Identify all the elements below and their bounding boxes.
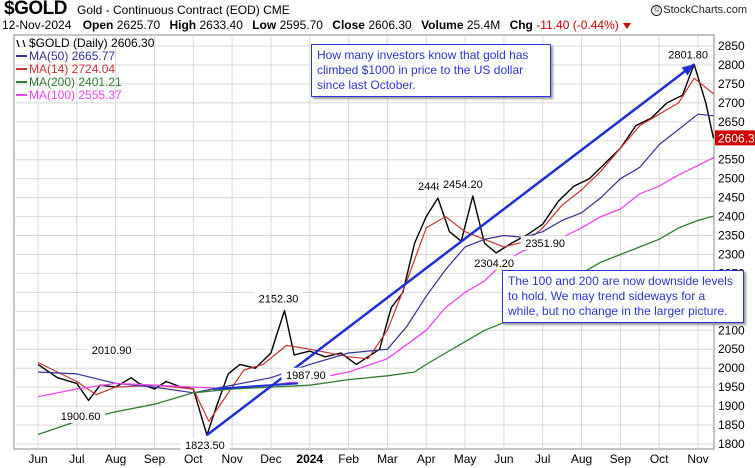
change-label: Chg (509, 18, 533, 32)
value-label-bg (180, 438, 230, 453)
x-tick-label: Apr (417, 452, 436, 466)
copyright-icon: © (651, 5, 663, 16)
down-triangle-icon (622, 23, 631, 29)
y-tick-label: 1900 (718, 399, 745, 413)
value-label-bg (254, 291, 303, 306)
change-value: -11.40 (-0.44%) (536, 18, 619, 32)
x-tick-label: Nov (687, 452, 708, 466)
series-ma50 (37, 113, 714, 394)
value-label: 2454.20 (443, 179, 483, 191)
high-label: High (169, 18, 197, 32)
x-tick-label: Sep (144, 452, 166, 466)
legend-bar-icon (16, 39, 20, 48)
ticker-symbol: $GOLD (4, 0, 67, 19)
value-label-bg (469, 255, 519, 270)
x-tick-label: Jul (69, 452, 84, 466)
value-label: 2801.80 (668, 49, 708, 61)
value-label-bg (520, 235, 570, 250)
x-tick-label: May (454, 452, 477, 466)
y-tick-label: 2050 (718, 342, 745, 356)
x-tick-label: Feb (338, 452, 359, 466)
support-line (212, 382, 299, 391)
y-tick-label: 2000 (718, 361, 745, 375)
x-tick-label: 2024 (296, 452, 323, 466)
quote-row: 12-Nov-2024 Open 2625.70 High 2633.40 Lo… (2, 18, 631, 32)
y-tick-label: 2750 (718, 77, 745, 91)
y-tick-label: 2500 (718, 172, 745, 186)
brand-logo: © StockCharts.com (651, 4, 747, 16)
x-tick-label: Sep (610, 452, 632, 466)
y-tick-label: 2650 (718, 115, 745, 129)
last-price-tag (715, 130, 755, 146)
legend-bar-icon (22, 39, 26, 48)
x-tick-label: Aug (571, 452, 592, 466)
y-tick-label: 2300 (718, 247, 745, 261)
quote-date: 12-Nov-2024 (2, 18, 72, 32)
annotation-gold-climb: How many investors know that gold has cl… (311, 44, 551, 97)
x-tick-label: Jul (535, 452, 550, 466)
x-tick-label: Nov (221, 452, 242, 466)
open-label: Open (82, 18, 114, 32)
value-label: 1823.50 (185, 440, 225, 452)
trend-arrow-head (681, 64, 695, 76)
x-tick-label: Mar (377, 452, 398, 466)
value-label: 2351.90 (525, 238, 565, 250)
y-tick-label: 2800 (718, 58, 745, 72)
legend-label-ma50: MA(50) 2665.77 (29, 49, 115, 63)
series-ma14 (37, 77, 714, 422)
y-tick-label: 1850 (718, 418, 745, 432)
value-label-bg (281, 367, 331, 382)
y-tick-label: 2350 (718, 229, 745, 243)
plot-frame (13, 34, 715, 450)
legend-label-ma100: MA(100) 2555.37 (29, 88, 122, 102)
contract-description: Gold - Continuous Contract (EOD) CME (77, 3, 290, 17)
y-tick-label: 2400 (718, 210, 745, 224)
low-label: Low (252, 18, 277, 32)
legend-label-price: $GOLD (Daily) 2606.30 (29, 36, 155, 50)
value-label: 2304.20 (474, 258, 514, 270)
x-tick-label: Jun (28, 452, 47, 466)
low-value: 2595.70 (279, 18, 323, 32)
value-label: 1987.90 (286, 370, 326, 382)
legend-label-ma14: MA(14) 2724.04 (29, 62, 115, 76)
y-tick-label: 1950 (718, 380, 745, 394)
value-label: 2010.90 (92, 345, 132, 357)
x-tick-label: Dec (260, 452, 281, 466)
value-label-bg (56, 408, 105, 423)
y-tick-label: 2700 (718, 96, 745, 110)
y-tick-label: 2850 (718, 39, 745, 53)
volume-value: 25.4M (466, 18, 501, 32)
close-label: Close (332, 18, 365, 32)
open-value: 2625.70 (116, 18, 161, 32)
y-tick-label: 2550 (718, 153, 745, 167)
y-tick-label: 2450 (718, 191, 745, 205)
value-label-bg (87, 343, 137, 358)
x-tick-label: Oct (650, 452, 669, 466)
series-price (37, 63, 715, 436)
value-label: 1900.60 (61, 411, 101, 423)
x-tick-label: Oct (184, 452, 203, 466)
value-label: 2152.30 (259, 293, 299, 305)
brand-name: StockCharts.com (663, 4, 747, 16)
volume-label: Volume (421, 18, 464, 32)
y-tick-label: 1800 (718, 437, 745, 451)
last-price-label: 2606.30 (718, 131, 755, 145)
value-label-bg (663, 47, 713, 62)
close-value: 2606.30 (368, 18, 412, 32)
annotation-downside-levels: The 100 and 200 are now downside levels … (502, 270, 744, 323)
value-label-bg (438, 177, 488, 192)
series-ma100 (37, 157, 714, 398)
x-tick-label: Aug (105, 452, 126, 466)
series-ma200 (37, 215, 714, 436)
y-tick-label: 2100 (718, 323, 745, 337)
legend-label-ma200: MA(200) 2401.21 (29, 75, 122, 89)
high-value: 2633.40 (199, 18, 243, 32)
x-tick-label: Jun (494, 452, 513, 466)
